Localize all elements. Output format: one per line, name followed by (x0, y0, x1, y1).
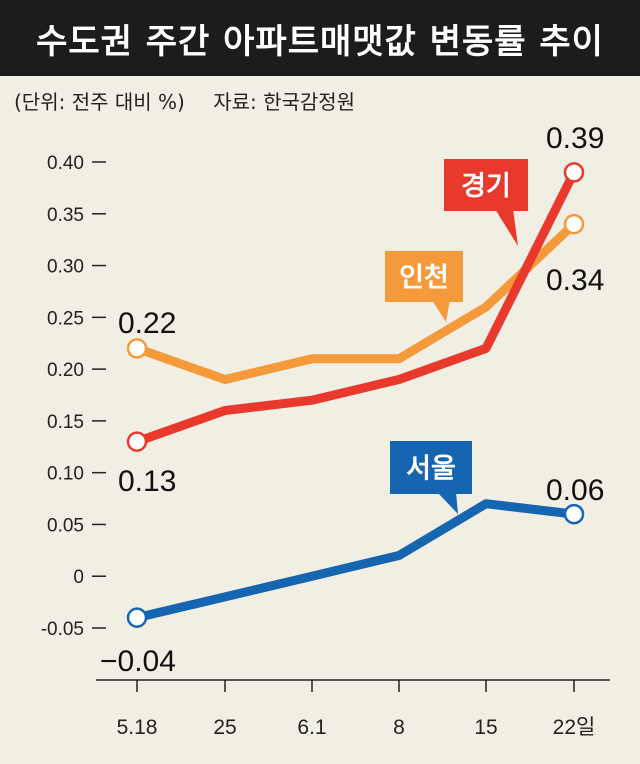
callout-box (385, 251, 463, 302)
y-tick-label: 0.30 (47, 257, 84, 278)
callout-tail (495, 209, 518, 246)
series-callout: 경기 (444, 159, 528, 246)
series-line (132, 167, 579, 447)
x-tick-label: 6.1 (297, 716, 326, 739)
series-callout: 서울 (390, 441, 472, 514)
y-tick-label: 0.05 (47, 515, 84, 536)
series-name-label: 인천 (399, 263, 449, 294)
series-callout: 인천 (385, 251, 463, 322)
series-point (126, 607, 148, 628)
axes: 0.40 0.35 0.30 0.25 0.20 0.15 0.10 0.05 0 -0.05 5.… (41, 153, 610, 739)
callout-box (390, 441, 472, 494)
x-tick-label: 25 (213, 716, 236, 739)
x-tick-label: 8 (393, 716, 405, 739)
series-lines (126, 162, 585, 628)
series-name-label: 경기 (461, 171, 511, 202)
series-name-label: 서울 (406, 454, 456, 485)
series-line (132, 499, 579, 623)
y-tick-label: -0.05 (41, 619, 84, 640)
x-tick-label: 15 (474, 716, 497, 739)
y-tick-label: 0.25 (47, 308, 84, 329)
x-tick-label: 5.18 (117, 716, 158, 739)
y-tick-label: 0.15 (47, 412, 84, 433)
y-tick-label: 0.10 (47, 464, 84, 485)
data-label: 0.06 (546, 474, 604, 507)
series-point (563, 503, 585, 525)
source-note: 자료: 한국감정원 (213, 90, 356, 114)
data-label: 0.13 (118, 465, 176, 498)
y-tick-label: 0.40 (47, 153, 84, 174)
data-label: 0.39 (546, 122, 604, 155)
series-line (132, 219, 579, 384)
unit-note: (단위: 전주 대비 %) (14, 90, 185, 114)
series-point (563, 162, 585, 183)
x-tick-label: 22일 (553, 716, 596, 739)
callout-tail (437, 492, 458, 514)
y-tick-label: 0.35 (47, 205, 84, 226)
data-label: −0.04 (100, 645, 176, 678)
chart-subtitle: (단위: 전주 대비 %) 자료: 한국감정원 (14, 86, 377, 115)
callout-tail (432, 300, 450, 322)
data-label: 0.34 (546, 264, 604, 297)
chart-title: 수도권 주간 아파트매맷값 변동률 추이 (0, 0, 640, 76)
series-point (126, 338, 148, 359)
data-label: 0.22 (118, 307, 176, 340)
series-point (563, 213, 585, 235)
callout-box (444, 159, 528, 211)
series-point (126, 431, 148, 452)
y-tick-label: 0.20 (47, 360, 84, 381)
y-tick-label: 0 (73, 567, 84, 588)
